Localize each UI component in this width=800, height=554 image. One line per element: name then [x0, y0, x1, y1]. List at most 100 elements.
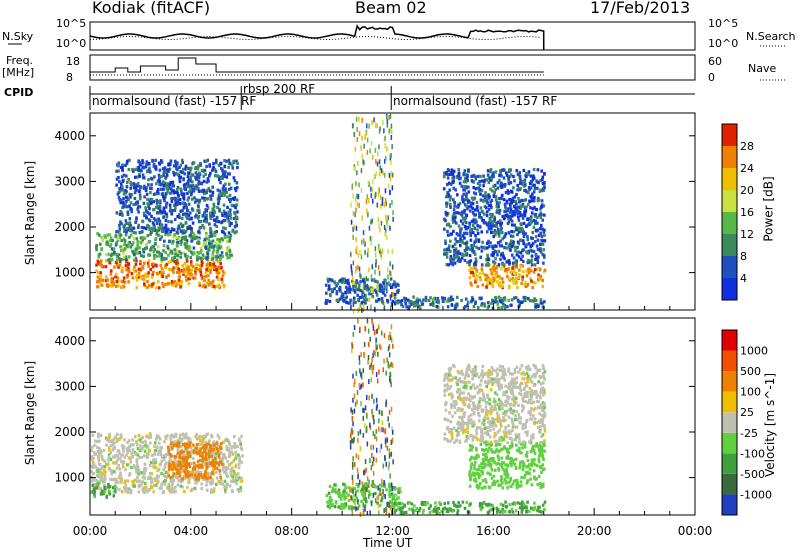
- velocity-cell: [137, 433, 141, 438]
- power-cell: [530, 211, 534, 215]
- velocity-cell: [105, 443, 108, 447]
- power-cell: [396, 299, 400, 303]
- velocity-cell: [344, 486, 347, 490]
- power-cell: [179, 255, 182, 259]
- velocity-cell: [160, 486, 163, 490]
- power-cell: [525, 190, 528, 194]
- power-cell: [536, 238, 540, 242]
- power-cell: [147, 183, 150, 187]
- power-cell: [212, 234, 216, 238]
- power-cell: [153, 175, 156, 179]
- power-cell: [194, 267, 197, 271]
- power-cell: [388, 280, 390, 286]
- velocity-cell: [539, 464, 542, 469]
- power-cell: [517, 197, 520, 201]
- power-cell: [531, 236, 534, 241]
- power-cell: [179, 209, 183, 213]
- velocity-cell: [167, 474, 171, 478]
- power-cell: [143, 214, 146, 218]
- power-cell: [522, 199, 526, 203]
- power-cell: [135, 216, 138, 220]
- power-cell: [389, 175, 392, 181]
- power-cell: [127, 197, 131, 201]
- power-cell: [373, 306, 376, 312]
- power-cell: [512, 256, 516, 260]
- power-cell: [132, 203, 135, 207]
- power-cell: [466, 260, 469, 265]
- velocity-cell: [107, 490, 111, 494]
- power-cell: [360, 187, 363, 193]
- velocity-cell: [182, 450, 185, 454]
- power-cell: [467, 185, 470, 189]
- power-cell: [452, 229, 455, 233]
- power-cell: [135, 201, 138, 205]
- power-cell: [420, 302, 424, 306]
- power-cell: [129, 201, 133, 205]
- velocity-cell: [103, 485, 106, 489]
- power-cell: [463, 258, 467, 263]
- power-cell: [492, 184, 495, 188]
- power-cell: [493, 268, 496, 272]
- velocity-cell: [145, 485, 148, 489]
- power-cell: [523, 178, 527, 182]
- power-cell: [397, 288, 400, 292]
- power-cell: [377, 287, 379, 293]
- power-cell: [214, 232, 217, 236]
- power-cell: [116, 263, 119, 267]
- velocity-cell: [195, 475, 199, 479]
- power-cell: [373, 277, 376, 283]
- power-cell: [124, 189, 127, 193]
- power-cell: [211, 284, 215, 288]
- velocity-cell: [163, 482, 167, 486]
- power-cell: [127, 266, 130, 270]
- power-cell: [378, 171, 381, 177]
- power-cell: [410, 302, 413, 306]
- power-cell: [205, 234, 208, 238]
- power-cell: [160, 174, 163, 179]
- power-cell: [451, 176, 454, 180]
- power-cell: [366, 123, 368, 129]
- power-cell: [209, 194, 212, 198]
- power-cell: [532, 190, 536, 194]
- power-cell: [211, 211, 214, 215]
- power-cell: [379, 248, 381, 254]
- velocity-cell: [220, 442, 223, 446]
- power-cell: [463, 208, 466, 213]
- power-cell: [127, 178, 130, 182]
- velocity-cell: [219, 445, 222, 449]
- power-cell: [185, 239, 189, 243]
- power-cell: [445, 171, 448, 175]
- power-cell: [504, 207, 508, 211]
- power-cell: [181, 225, 184, 229]
- nave-tick-bottom: 0: [708, 71, 715, 84]
- power-cell: [383, 172, 386, 178]
- power-cell: [454, 188, 457, 192]
- velocity-cell: [103, 488, 107, 492]
- velocity-cell: [468, 473, 471, 477]
- power-cell: [155, 232, 159, 236]
- power-cell: [356, 201, 359, 207]
- power-cell: [221, 187, 225, 191]
- power-cell: [228, 253, 232, 257]
- power-cell: [482, 221, 486, 225]
- power-cell: [492, 264, 496, 268]
- velocity-cell: [113, 446, 117, 450]
- power-cell: [155, 250, 159, 254]
- power-cell: [492, 174, 495, 178]
- power-cell: [197, 255, 201, 260]
- power-cell: [386, 283, 388, 289]
- velocity-cell: [353, 487, 356, 491]
- velocity-cell: [100, 489, 104, 493]
- power-cell: [211, 168, 214, 172]
- power-cell: [212, 162, 215, 166]
- velocity-cell: [519, 502, 522, 506]
- power-cell: [112, 283, 116, 287]
- power-cell: [486, 222, 489, 226]
- velocity-cell: [153, 477, 157, 481]
- power-cell: [145, 209, 148, 213]
- power-cell: [391, 249, 394, 254]
- power-colorbar-swatch: [722, 278, 737, 300]
- power-cell: [469, 205, 473, 209]
- velocity-cell: [388, 492, 391, 496]
- power-cell: [450, 182, 453, 186]
